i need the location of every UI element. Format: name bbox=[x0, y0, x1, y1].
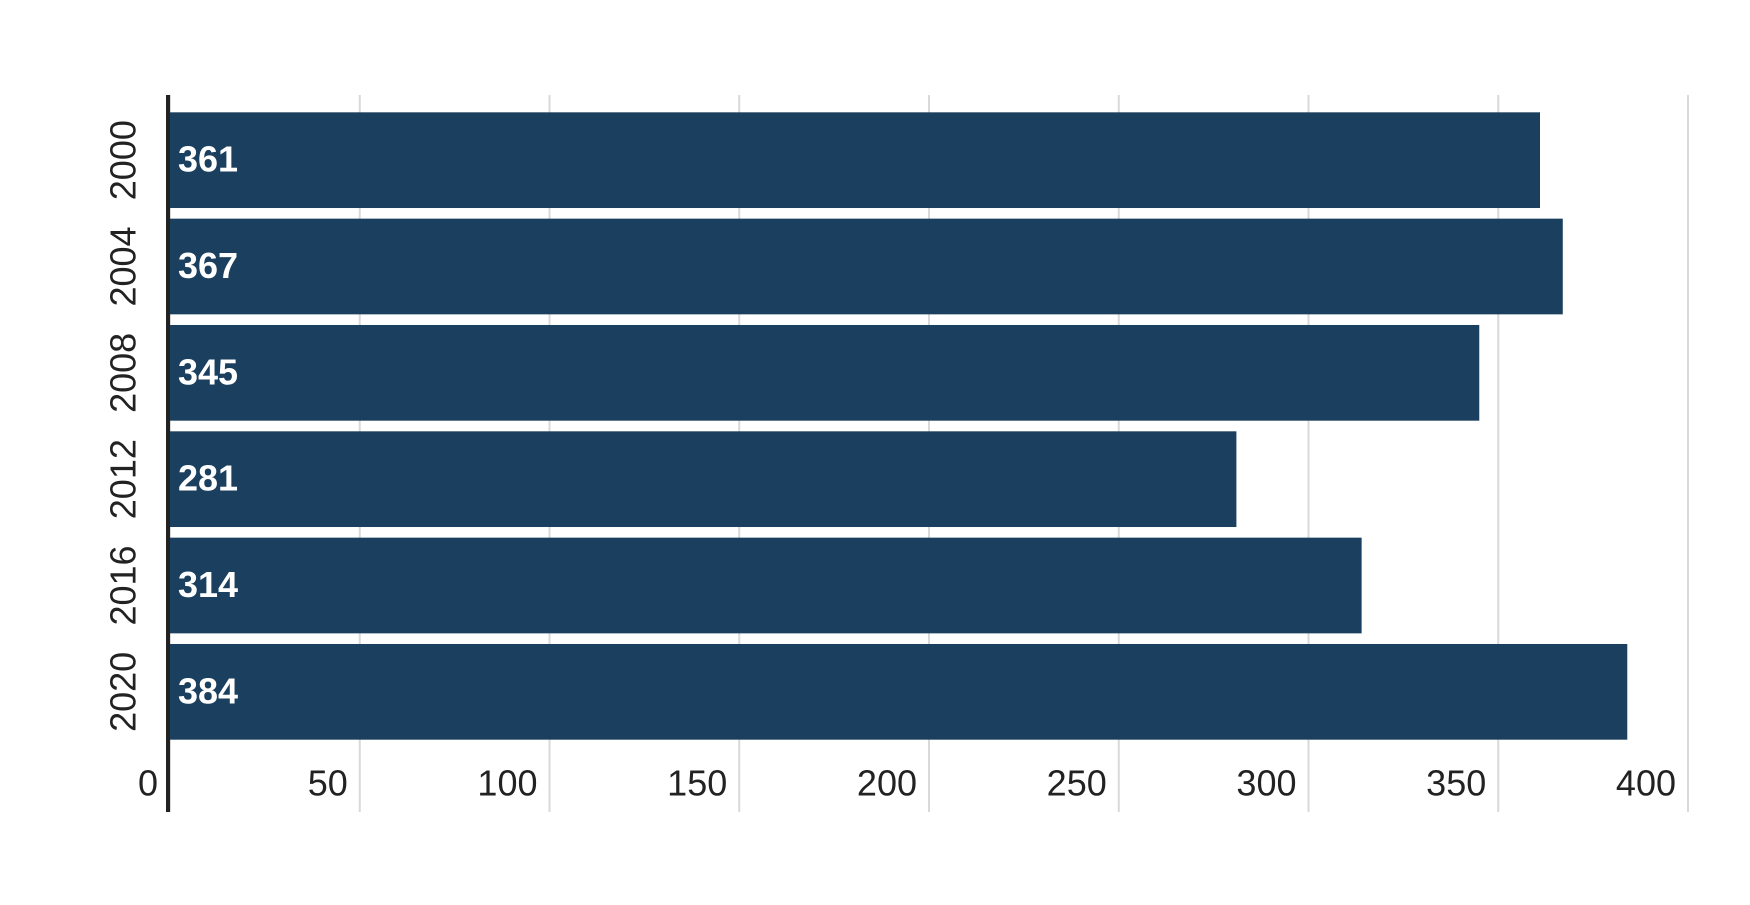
y-tick-label: 2016 bbox=[103, 545, 144, 625]
value-label: 367 bbox=[178, 245, 238, 286]
x-tick-label: 100 bbox=[477, 763, 537, 804]
bar bbox=[170, 431, 1237, 528]
bar bbox=[170, 643, 1628, 740]
value-label: 281 bbox=[178, 458, 238, 499]
bar bbox=[170, 324, 1480, 421]
bar bbox=[170, 112, 1540, 209]
y-tick-label: 2004 bbox=[103, 226, 144, 306]
x-tick-label: 400 bbox=[1616, 763, 1676, 804]
x-tick-label: 150 bbox=[667, 763, 727, 804]
y-tick-label: 2020 bbox=[103, 652, 144, 732]
x-tick-label: 250 bbox=[1047, 763, 1107, 804]
y-tick-label: 2000 bbox=[103, 120, 144, 200]
y-tick-label: 2008 bbox=[103, 333, 144, 413]
value-label: 345 bbox=[178, 351, 238, 392]
x-tick-label: 350 bbox=[1426, 763, 1486, 804]
bar bbox=[170, 537, 1362, 634]
y-tick-label: 2012 bbox=[103, 439, 144, 519]
x-tick-label: 300 bbox=[1236, 763, 1296, 804]
x-tick-label: 50 bbox=[308, 763, 348, 804]
x-tick-label: 0 bbox=[138, 763, 158, 804]
bar bbox=[170, 218, 1563, 315]
value-label: 384 bbox=[178, 670, 238, 711]
value-label: 314 bbox=[178, 564, 238, 605]
value-label: 361 bbox=[178, 139, 238, 180]
x-tick-label: 200 bbox=[857, 763, 917, 804]
